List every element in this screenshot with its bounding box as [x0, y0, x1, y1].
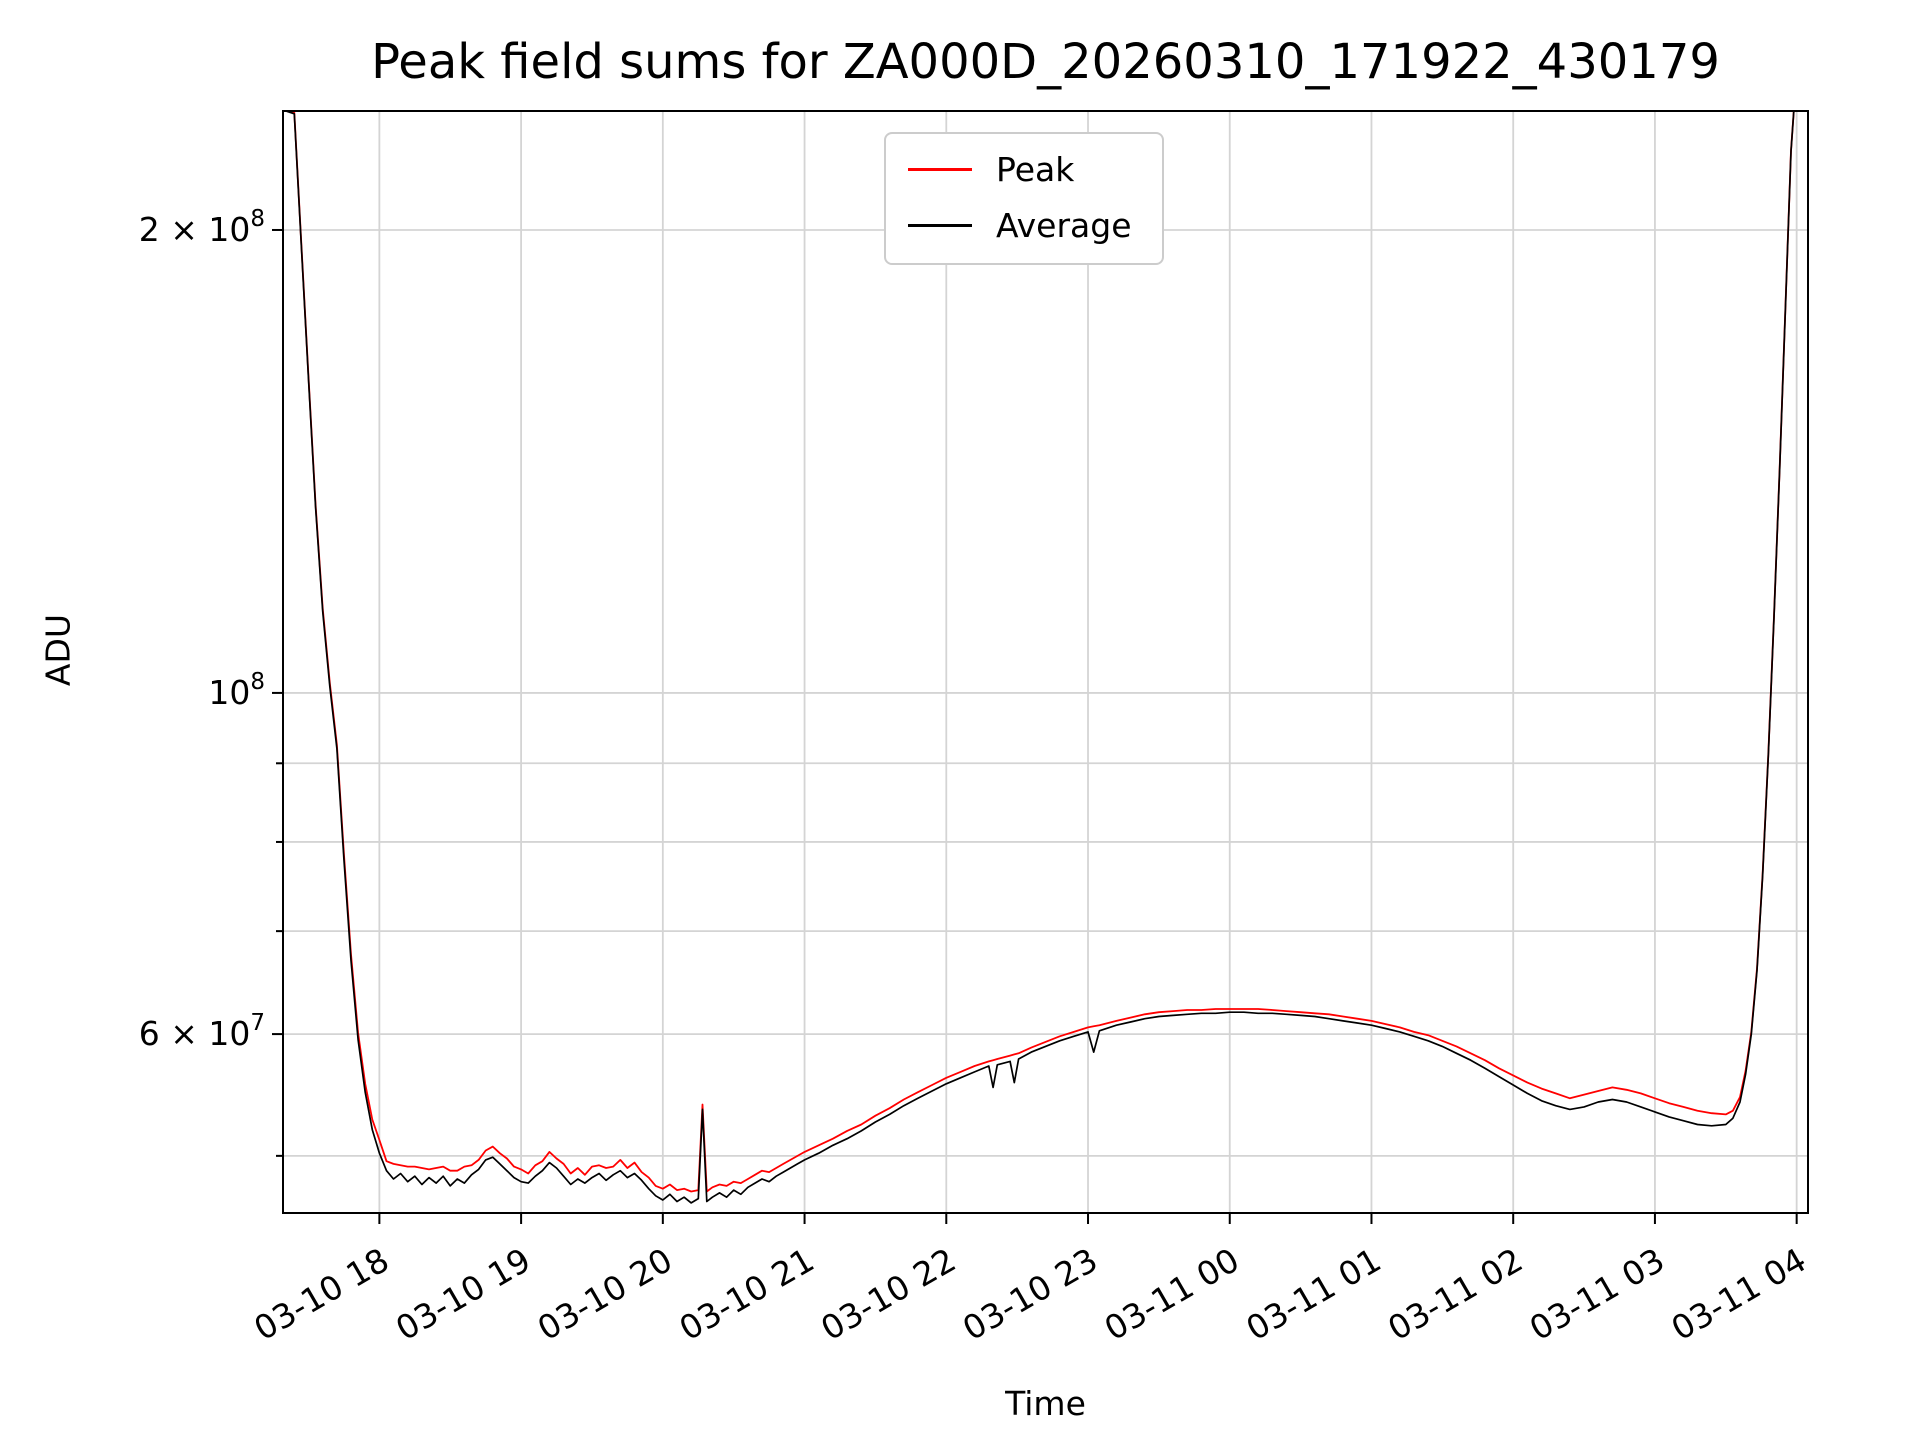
legend-entry-peak: Peak: [908, 150, 1132, 190]
y-tick-label: 6 × 107: [139, 1010, 265, 1053]
x-tick-label: 03-10 20: [531, 1240, 679, 1348]
x-tick-label: 03-10 18: [247, 1240, 395, 1348]
x-tick-label: 03-10 23: [956, 1240, 1104, 1348]
legend-entry-average: Average: [908, 206, 1132, 246]
legend-label-average: Average: [996, 205, 1132, 245]
x-axis-label: Time: [1005, 1384, 1086, 1423]
y-tick-label: 2 × 108: [139, 206, 265, 249]
peak-line-sample-icon: [908, 168, 972, 172]
legend: Peak Average: [884, 132, 1164, 266]
chart-title: Peak field sums for ZA000D_20260310_1719…: [371, 34, 1720, 90]
peak-series-line: [285, 111, 1795, 1193]
y-axis-label: ADU: [38, 613, 78, 687]
x-tick-label: 03-11 01: [1239, 1240, 1387, 1348]
x-tick-label: 03-11 03: [1523, 1240, 1671, 1348]
average-series-line: [285, 111, 1795, 1204]
x-tick-label: 03-10 21: [673, 1240, 821, 1348]
x-tick-label: 03-11 00: [1098, 1240, 1246, 1348]
average-line-sample-icon: [908, 223, 972, 227]
x-tick-label: 03-11 04: [1665, 1240, 1813, 1348]
legend-label-peak: Peak: [996, 150, 1075, 189]
axes-spines: [282, 110, 1809, 1214]
x-tick-label: 03-10 22: [814, 1240, 962, 1348]
y-tick-label: 108: [208, 669, 265, 712]
x-tick-label: 03-10 19: [389, 1240, 537, 1348]
x-tick-label: 03-11 02: [1381, 1240, 1529, 1348]
